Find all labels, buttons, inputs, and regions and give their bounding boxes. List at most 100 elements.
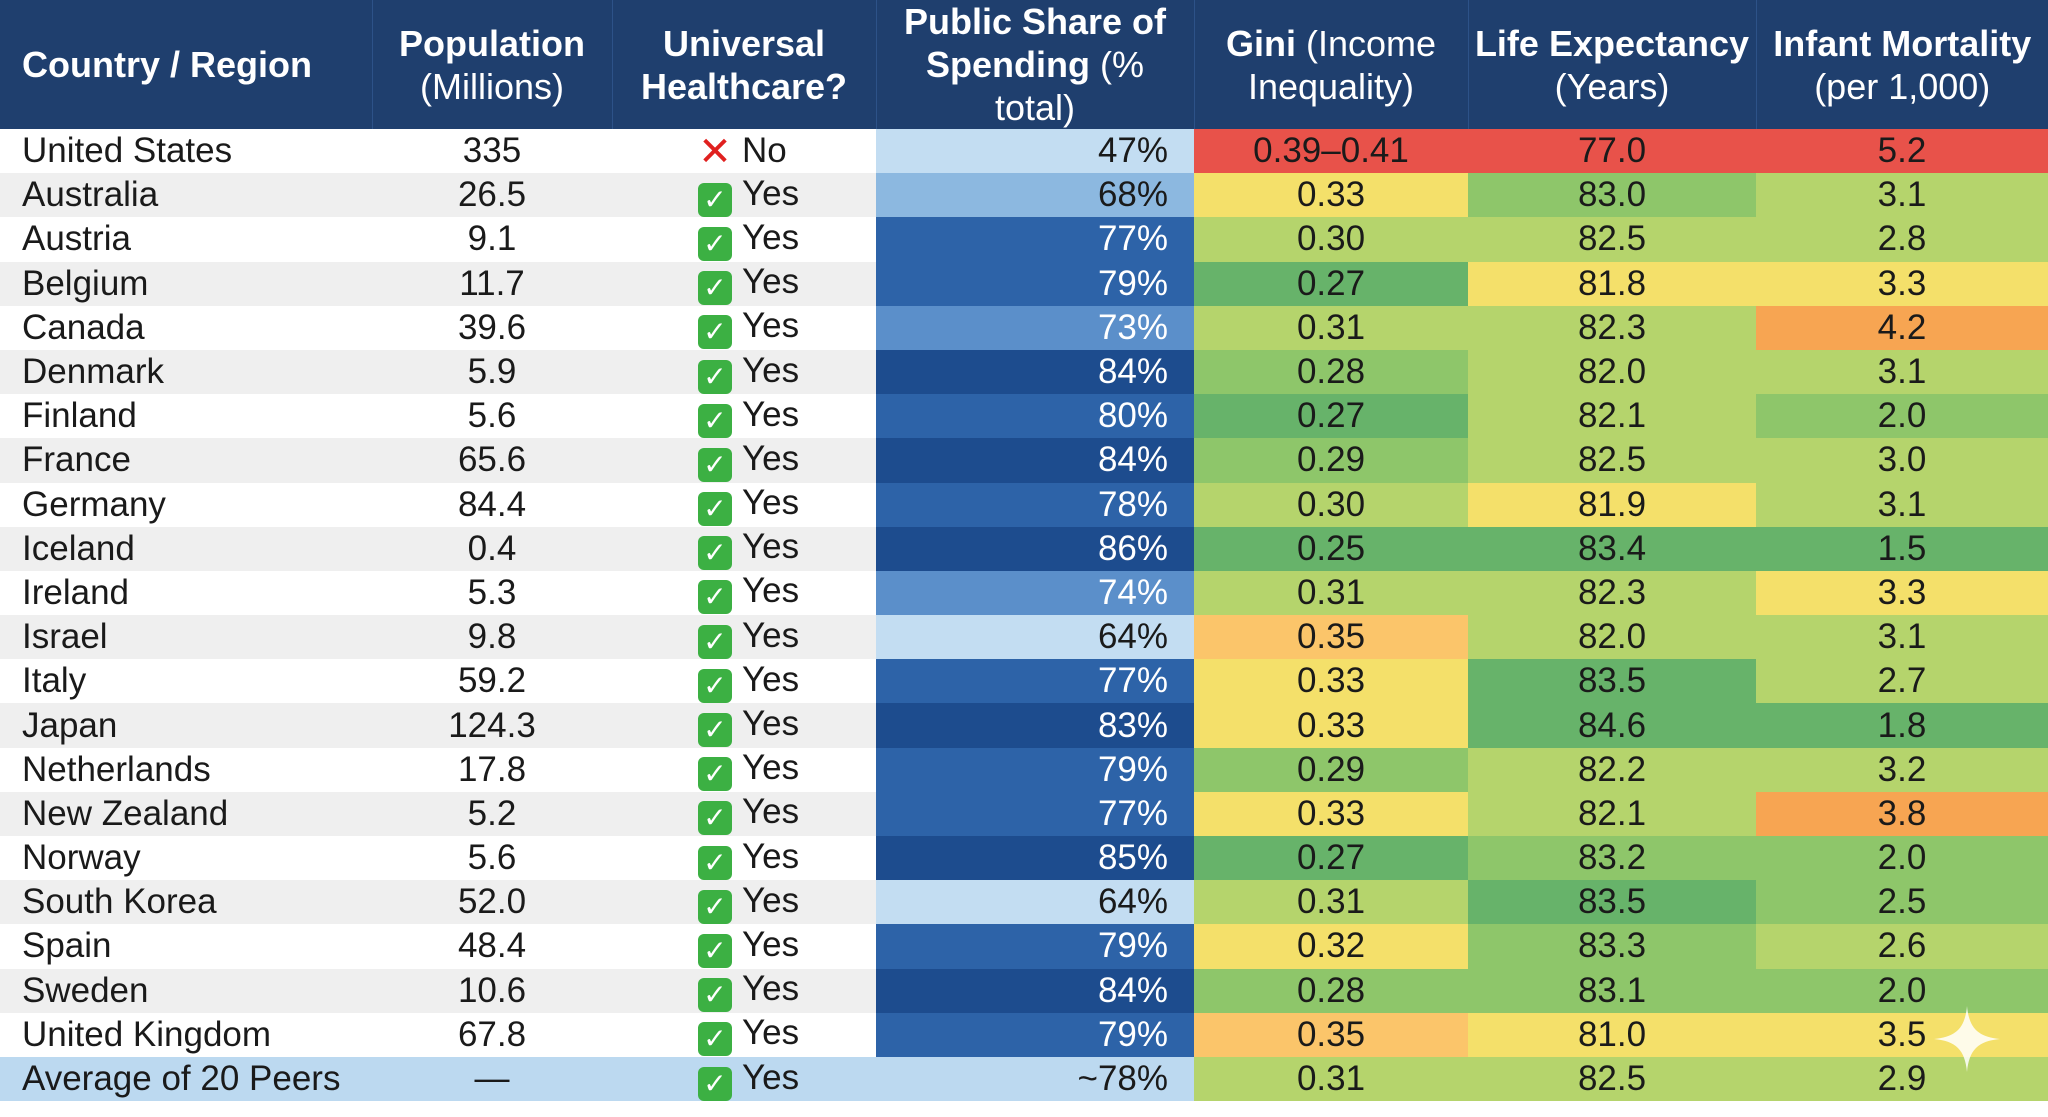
public-share-cell: 77% (876, 217, 1194, 262)
infant-mortality-cell: 2.5 (1756, 880, 2048, 925)
average-row: Average of 20 Peers — ✓ Yes ~78% 0.31 82.5 2.9 (0, 1056, 2048, 1102)
gini-cell: 0.35 (1194, 615, 1468, 660)
public-share-cell: 64% (876, 880, 1194, 925)
population-cell: 9.8 (372, 615, 612, 660)
table-row: Italy 59.2 ✓ Yes 77% 0.33 83.5 2.7 (0, 659, 2048, 704)
public-share-cell: 79% (876, 1012, 1194, 1057)
infant-mortality-cell: 2.9 (1756, 1056, 2048, 1102)
country-cell: Belgium (0, 261, 372, 306)
population-cell: 84.4 (372, 482, 612, 527)
check-icon: ✓ (698, 757, 732, 792)
gini-cell: 0.32 (1194, 924, 1468, 969)
life-expectancy-cell: 82.1 (1468, 394, 1756, 439)
table-row: United States 335 ✕ No 47% 0.39–0.41 77.0 5.2 (0, 129, 2048, 174)
life-expectancy-cell: 81.9 (1468, 482, 1756, 527)
public-share-cell: 79% (876, 747, 1194, 792)
public-share-cell: 47% (876, 129, 1194, 174)
gini-cell: 0.25 (1194, 526, 1468, 571)
life-expectancy-cell: 84.6 (1468, 703, 1756, 748)
universal-healthcare-cell: ✓ Yes (612, 217, 876, 262)
infant-mortality-cell: 4.2 (1756, 305, 2048, 350)
cross-icon: ✕ (698, 129, 732, 174)
country-cell: South Korea (0, 880, 372, 925)
infant-mortality-cell: 1.5 (1756, 526, 2048, 571)
check-icon: ✓ (698, 536, 732, 571)
check-icon: ✓ (698, 182, 732, 217)
check-icon: ✓ (698, 845, 732, 880)
public-share-cell: 84% (876, 438, 1194, 483)
population-cell: 11.7 (372, 261, 612, 306)
universal-healthcare-cell: ✕ No (612, 129, 876, 174)
table-row: Japan 124.3 ✓ Yes 83% 0.33 84.6 1.8 (0, 703, 2048, 748)
universal-healthcare-cell: ✓ Yes (612, 703, 876, 748)
universal-healthcare-cell: ✓ Yes (612, 880, 876, 925)
infant-mortality-cell: 2.0 (1756, 394, 2048, 439)
header-population: Population (Millions) (372, 0, 613, 129)
gini-cell: 0.33 (1194, 703, 1468, 748)
gini-cell: 0.39–0.41 (1194, 129, 1468, 174)
country-cell: Canada (0, 305, 372, 350)
universal-healthcare-cell: ✓ Yes (612, 836, 876, 881)
public-share-cell: 84% (876, 968, 1194, 1013)
public-share-cell: 83% (876, 703, 1194, 748)
life-expectancy-cell: 83.5 (1468, 659, 1756, 704)
infant-mortality-cell: 3.1 (1756, 349, 2048, 395)
infant-mortality-cell: 2.7 (1756, 659, 2048, 704)
header-public-share: Public Share of Spending (% total) (876, 0, 1195, 129)
check-icon: ✓ (698, 889, 732, 924)
country-cell: Japan (0, 703, 372, 748)
public-share-cell: 68% (876, 173, 1194, 218)
population-cell: 5.9 (372, 349, 612, 395)
header-country: Country / Region (0, 0, 373, 129)
check-icon: ✓ (698, 447, 732, 482)
header-life-expectancy: Life Expectancy (Years) (1468, 0, 1757, 129)
gini-cell: 0.33 (1194, 173, 1468, 218)
universal-healthcare-cell: ✓ Yes (612, 659, 876, 704)
table-row: Denmark 5.9 ✓ Yes 84% 0.28 82.0 3.1 (0, 349, 2048, 395)
gini-cell: 0.31 (1194, 880, 1468, 925)
gini-cell: 0.29 (1194, 438, 1468, 483)
gini-cell: 0.31 (1194, 305, 1468, 350)
infant-mortality-cell: 3.8 (1756, 791, 2048, 836)
universal-healthcare-cell: ✓ Yes (612, 615, 876, 660)
universal-healthcare-cell: ✓ Yes (612, 924, 876, 969)
population-cell: 26.5 (372, 173, 612, 218)
check-icon: ✓ (698, 801, 732, 836)
country-cell: New Zealand (0, 791, 372, 836)
country-cell: United States (0, 129, 372, 174)
gini-cell: 0.31 (1194, 1056, 1468, 1102)
table-row: Norway 5.6 ✓ Yes 85% 0.27 83.2 2.0 (0, 836, 2048, 881)
population-cell: 5.2 (372, 791, 612, 836)
table-row: Germany 84.4 ✓ Yes 78% 0.30 81.9 3.1 (0, 482, 2048, 527)
table-row: South Korea 52.0 ✓ Yes 64% 0.31 83.5 2.5 (0, 880, 2048, 925)
life-expectancy-cell: 82.5 (1468, 1056, 1756, 1102)
population-cell: 9.1 (372, 217, 612, 262)
table-row: Finland 5.6 ✓ Yes 80% 0.27 82.1 2.0 (0, 394, 2048, 439)
life-expectancy-cell: 83.1 (1468, 968, 1756, 1013)
country-cell: Iceland (0, 526, 372, 571)
population-cell: 5.6 (372, 836, 612, 881)
population-cell: 48.4 (372, 924, 612, 969)
life-expectancy-cell: 82.3 (1468, 305, 1756, 350)
life-expectancy-cell: 83.2 (1468, 836, 1756, 881)
check-icon: ✓ (698, 226, 732, 261)
check-icon: ✓ (698, 315, 732, 350)
table-row: Australia 26.5 ✓ Yes 68% 0.33 83.0 3.1 (0, 173, 2048, 218)
life-expectancy-cell: 83.3 (1468, 924, 1756, 969)
life-expectancy-cell: 82.5 (1468, 217, 1756, 262)
country-cell: Austria (0, 217, 372, 262)
universal-healthcare-cell: ✓ Yes (612, 438, 876, 483)
country-cell: Israel (0, 615, 372, 660)
public-share-cell: 79% (876, 261, 1194, 306)
header-gini: Gini (Income Inequality) (1194, 0, 1469, 129)
check-icon: ✓ (698, 713, 732, 748)
universal-healthcare-cell: ✓ Yes (612, 791, 876, 836)
infant-mortality-cell: 1.8 (1756, 703, 2048, 748)
universal-healthcare-cell: ✓ Yes (612, 968, 876, 1013)
infant-mortality-cell: 3.3 (1756, 570, 2048, 616)
table-row: Ireland 5.3 ✓ Yes 74% 0.31 82.3 3.3 (0, 570, 2048, 616)
infant-mortality-cell: 3.0 (1756, 438, 2048, 483)
header-infant-mortality: Infant Mortality (per 1,000) (1756, 0, 2048, 129)
universal-healthcare-cell: ✓ Yes (612, 1056, 876, 1102)
